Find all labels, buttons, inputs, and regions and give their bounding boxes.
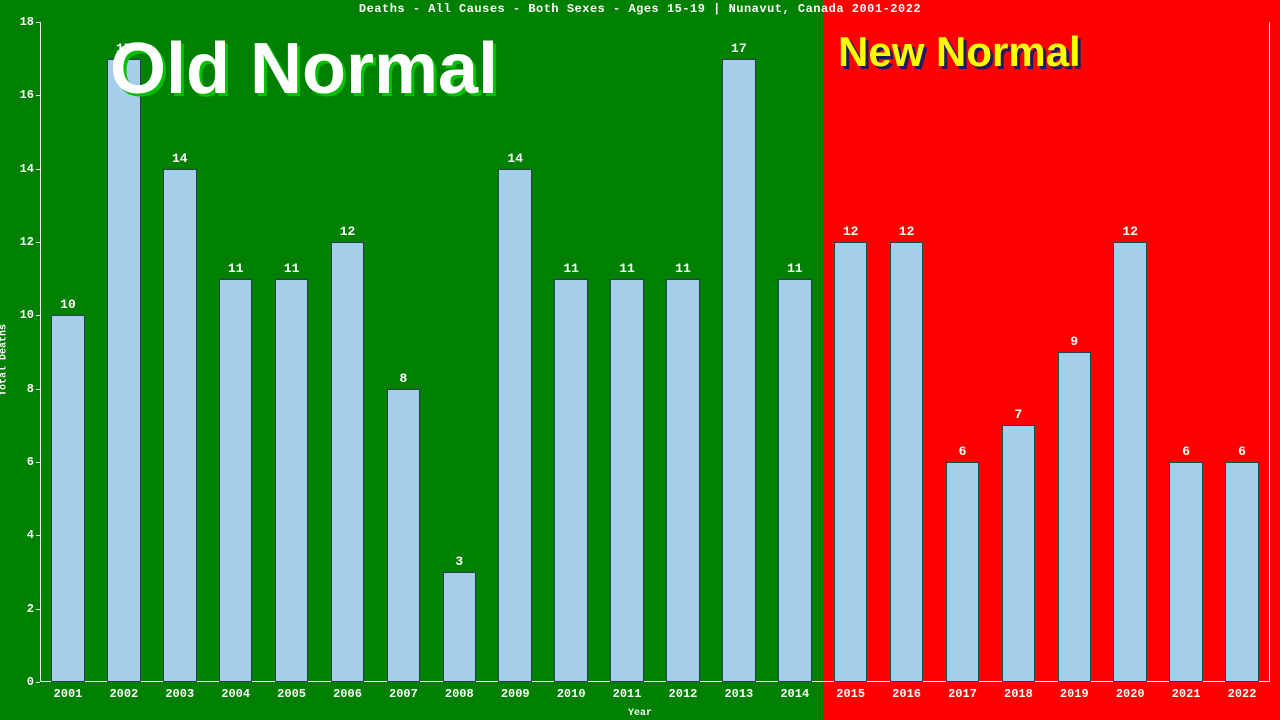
bar-value-label: 12 — [843, 224, 859, 239]
bar — [666, 279, 700, 682]
bar-value-label: 11 — [675, 261, 691, 276]
x-tick-label: 2013 — [724, 687, 753, 701]
x-tick-label: 2010 — [557, 687, 586, 701]
bar — [1058, 352, 1092, 682]
bar — [107, 59, 141, 682]
bar-value-label: 11 — [787, 261, 803, 276]
bar — [275, 279, 309, 682]
y-tick-mark — [36, 682, 40, 683]
bar-value-label: 6 — [959, 444, 967, 459]
bar — [890, 242, 924, 682]
chart-root: Deaths - All Causes - Both Sexes - Ages … — [0, 0, 1280, 720]
x-tick-label: 2021 — [1172, 687, 1201, 701]
bar — [778, 279, 812, 682]
x-axis-title: Year — [0, 708, 1280, 719]
y-tick-label: 12 — [4, 235, 34, 249]
y-tick-mark — [36, 609, 40, 610]
y-tick-label: 2 — [4, 602, 34, 616]
x-tick-label: 2015 — [836, 687, 865, 701]
y-tick-mark — [36, 535, 40, 536]
x-tick-label: 2006 — [333, 687, 362, 701]
x-tick-label: 2002 — [109, 687, 138, 701]
bar-value-label: 11 — [228, 261, 244, 276]
x-tick-label: 2005 — [277, 687, 306, 701]
y-tick-label: 16 — [4, 88, 34, 102]
bar-value-label: 7 — [1015, 407, 1023, 422]
x-tick-label: 2009 — [501, 687, 530, 701]
bar — [1002, 425, 1036, 682]
x-tick-label: 2017 — [948, 687, 977, 701]
bar — [443, 572, 477, 682]
bar — [1225, 462, 1259, 682]
bar-value-label: 3 — [455, 554, 463, 569]
bar — [51, 315, 85, 682]
bar — [946, 462, 980, 682]
x-tick-label: 2011 — [613, 687, 642, 701]
y-tick-mark — [36, 315, 40, 316]
annotation-0: Old Normal — [110, 28, 498, 110]
bar — [1113, 242, 1147, 682]
bar-value-label: 14 — [507, 151, 523, 166]
bar-value-label: 12 — [340, 224, 356, 239]
x-tick-label: 2008 — [445, 687, 474, 701]
bar-value-label: 10 — [60, 297, 76, 312]
x-tick-label: 2004 — [221, 687, 250, 701]
x-tick-label: 2020 — [1116, 687, 1145, 701]
y-tick-mark — [36, 22, 40, 23]
y-tick-label: 10 — [4, 308, 34, 322]
y-tick-mark — [36, 389, 40, 390]
bar — [554, 279, 588, 682]
x-tick-label: 2003 — [165, 687, 194, 701]
y-tick-mark — [36, 95, 40, 96]
annotation-1: New Normal — [838, 28, 1081, 76]
y-tick-mark — [36, 462, 40, 463]
y-tick-label: 14 — [4, 162, 34, 176]
bar-value-label: 11 — [563, 261, 579, 276]
x-tick-label: 2007 — [389, 687, 418, 701]
y-tick-mark — [36, 169, 40, 170]
bar-value-label: 17 — [731, 41, 747, 56]
bar — [722, 59, 756, 682]
bar — [163, 169, 197, 682]
bar-value-label: 14 — [172, 151, 188, 166]
bar-value-label: 11 — [284, 261, 300, 276]
chart-title: Deaths - All Causes - Both Sexes - Ages … — [0, 2, 1280, 16]
y-tick-mark — [36, 242, 40, 243]
x-tick-label: 2014 — [780, 687, 809, 701]
bar-value-label: 9 — [1070, 334, 1078, 349]
x-tick-label: 2001 — [54, 687, 83, 701]
y-tick-label: 4 — [4, 528, 34, 542]
x-tick-label: 2022 — [1228, 687, 1257, 701]
y-tick-label: 6 — [4, 455, 34, 469]
bar — [387, 389, 421, 682]
x-tick-label: 2018 — [1004, 687, 1033, 701]
bar — [219, 279, 253, 682]
bar-value-label: 12 — [1122, 224, 1138, 239]
bar — [610, 279, 644, 682]
x-tick-label: 2019 — [1060, 687, 1089, 701]
x-tick-label: 2016 — [892, 687, 921, 701]
bar-value-label: 8 — [400, 371, 408, 386]
bar — [834, 242, 868, 682]
bar-value-label: 6 — [1238, 444, 1246, 459]
bar-value-label: 12 — [899, 224, 915, 239]
y-tick-label: 18 — [4, 15, 34, 29]
bar-value-label: 6 — [1182, 444, 1190, 459]
bar — [1169, 462, 1203, 682]
x-tick-label: 2012 — [669, 687, 698, 701]
y-tick-label: 0 — [4, 675, 34, 689]
bar — [498, 169, 532, 682]
bar-value-label: 11 — [619, 261, 635, 276]
bar — [331, 242, 365, 682]
